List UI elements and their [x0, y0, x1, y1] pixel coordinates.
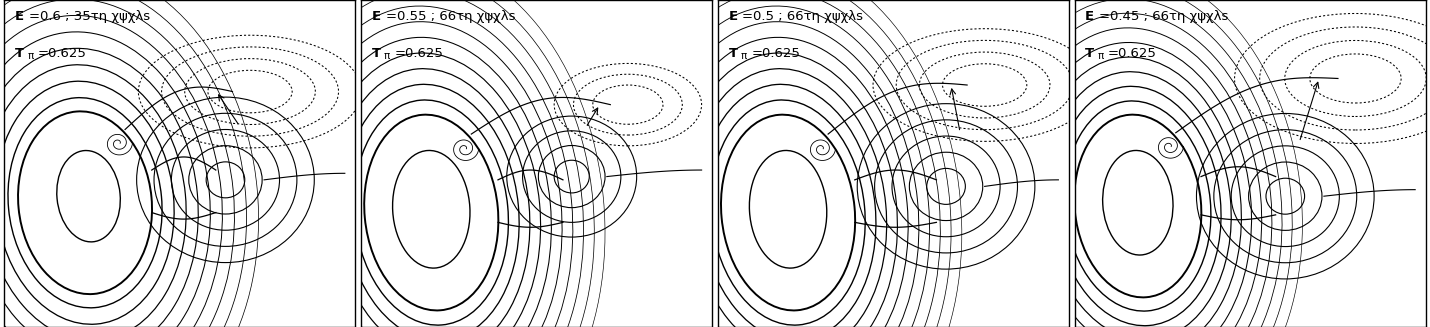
Text: =0.625: =0.625	[751, 47, 801, 60]
Text: =0.45 ; 66τη χψχλs: =0.45 ; 66τη χψχλs	[1100, 10, 1228, 23]
Text: =0.625: =0.625	[1108, 47, 1157, 60]
Text: π: π	[383, 51, 390, 61]
Ellipse shape	[1103, 150, 1173, 255]
Text: E: E	[372, 10, 380, 23]
Ellipse shape	[749, 150, 827, 268]
Text: T: T	[372, 47, 380, 60]
Ellipse shape	[57, 150, 120, 242]
Text: π: π	[27, 51, 33, 61]
Text: E: E	[1085, 10, 1094, 23]
Text: T: T	[728, 47, 738, 60]
Text: =0.625: =0.625	[37, 47, 87, 60]
Text: π: π	[1097, 51, 1104, 61]
Text: E: E	[14, 10, 24, 23]
Text: =0.55 ; 66τη χψχλs: =0.55 ; 66τη χψχλs	[386, 10, 515, 23]
Ellipse shape	[393, 150, 470, 268]
Text: T: T	[1085, 47, 1094, 60]
Text: π: π	[741, 51, 746, 61]
Text: =0.625: =0.625	[395, 47, 443, 60]
Text: T: T	[14, 47, 24, 60]
Text: =0.6 ; 35τη χψχλs: =0.6 ; 35τη χψχλs	[29, 10, 150, 23]
Text: =0.5 ; 66τη χψχλs: =0.5 ; 66τη χψχλs	[742, 10, 864, 23]
Text: E: E	[728, 10, 738, 23]
